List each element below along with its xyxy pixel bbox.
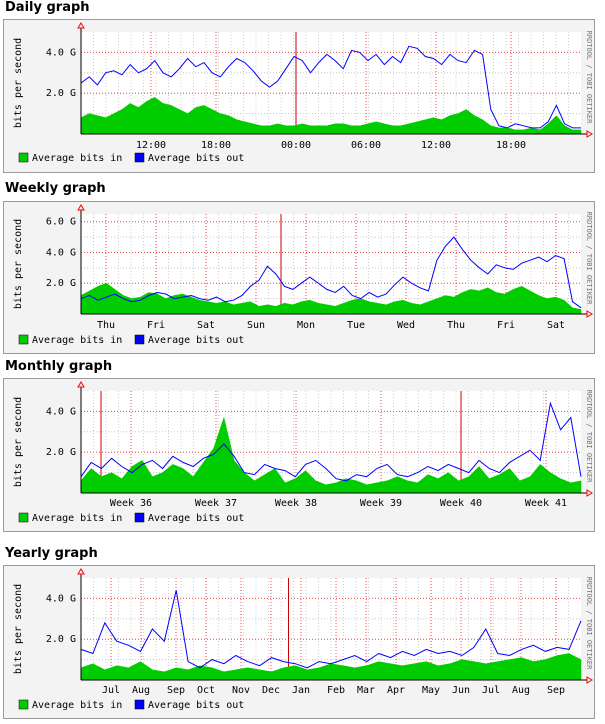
x-tick-label: 12:00 bbox=[421, 140, 451, 151]
x-tick-label: Tue bbox=[347, 320, 365, 331]
x-tick-label: Thu bbox=[97, 320, 115, 331]
legend-label-bits-out: Average bits out bbox=[148, 153, 244, 164]
legend-label-bits-in: Average bits in bbox=[32, 153, 122, 164]
y-axis-arrow bbox=[77, 568, 85, 575]
y-tick-label: 4.0 G bbox=[46, 47, 76, 58]
y-tick-label: 2.0 G bbox=[46, 88, 76, 99]
x-tick-label: Sun bbox=[247, 320, 265, 331]
yearly-graph-title: Yearly graph bbox=[5, 546, 98, 561]
series-bits-out-line bbox=[80, 236, 582, 309]
legend-swatch-bits-in bbox=[18, 152, 29, 163]
rrdtool-watermark: RRDTOOL / TOBI OETIKER bbox=[585, 31, 593, 125]
x-tick-label: Week 38 bbox=[275, 498, 317, 509]
x-tick-label: Week 40 bbox=[440, 498, 482, 509]
y-axis-label: bits per second bbox=[13, 38, 24, 128]
x-tick-label: Jan bbox=[292, 685, 310, 696]
series-bits-out-line bbox=[80, 401, 582, 482]
y-axis-arrow bbox=[77, 381, 85, 388]
y-tick-label: 2.0 G bbox=[46, 634, 76, 645]
y-tick-label: 2.0 G bbox=[46, 447, 76, 458]
x-axis-arrow bbox=[586, 310, 593, 318]
x-tick-label: Jun bbox=[452, 685, 470, 696]
y-tick-label: 4.0 G bbox=[46, 593, 76, 604]
weekly-graph-chart: 2.0 G 4.0 G 6.0 G Thu Fri Sat Sun Mon Tue Wed Thu F… bbox=[13, 204, 593, 346]
x-tick-label: 06:00 bbox=[351, 140, 381, 151]
monthly-graph-chart: 2.0 G 4.0 G Week 36 Week 37 Week 38 Week 39 We… bbox=[13, 381, 593, 524]
rrdtool-watermark: RRDTOOL / TOBI OETIKER bbox=[585, 390, 593, 484]
y-axis-arrow bbox=[77, 204, 85, 211]
x-tick-label: Aug bbox=[512, 685, 530, 696]
legend-swatch-bits-in bbox=[18, 699, 29, 710]
x-tick-label: Sat bbox=[547, 320, 565, 331]
series-bits-in-area bbox=[80, 282, 582, 315]
rrdtool-watermark: RRDTOOL / TOBI OETIKER bbox=[585, 577, 593, 671]
rrdtool-watermark: RRDTOOL / TOBI OETIKER bbox=[585, 212, 593, 306]
x-tick-label: Oct bbox=[197, 685, 215, 696]
x-tick-label: Week 41 bbox=[525, 498, 567, 509]
x-tick-label: Sat bbox=[197, 320, 215, 331]
x-tick-label: Wed bbox=[397, 320, 415, 331]
y-tick-label: 6.0 G bbox=[46, 217, 76, 228]
y-tick-label: 2.0 G bbox=[46, 278, 76, 289]
legend-swatch-bits-out bbox=[134, 152, 145, 163]
y-tick-label: 4.0 G bbox=[46, 406, 76, 417]
y-axis-label: bits per second bbox=[13, 397, 24, 487]
legend-swatch-bits-in bbox=[18, 512, 29, 523]
x-tick-label: May bbox=[422, 685, 440, 696]
x-tick-label: Fri bbox=[497, 320, 515, 331]
x-axis-arrow bbox=[586, 489, 593, 497]
legend-label-bits-in: Average bits in bbox=[32, 700, 122, 711]
series-bits-out-line bbox=[80, 590, 582, 669]
weekly-graph-title: Weekly graph bbox=[5, 181, 106, 196]
x-tick-label: Jul bbox=[102, 685, 120, 696]
x-tick-label: 18:00 bbox=[201, 140, 231, 151]
legend-swatch-bits-out bbox=[134, 699, 145, 710]
x-tick-label: Dec bbox=[262, 685, 280, 696]
legend-label-bits-out: Average bits out bbox=[148, 335, 244, 346]
series-bits-in-area bbox=[80, 97, 582, 135]
x-tick-label: Nov bbox=[232, 685, 250, 696]
x-tick-label: Sep bbox=[547, 685, 565, 696]
monthly-graph-title: Monthly graph bbox=[5, 359, 113, 374]
weekly-graph-panel: 2.0 G 4.0 G 6.0 G Thu Fri Sat Sun Mon Tue Wed Thu F… bbox=[3, 201, 595, 354]
x-tick-label: Week 37 bbox=[195, 498, 237, 509]
yearly-graph-chart: 2.0 G 4.0 G Jul Aug Sep Oct Nov Dec Jan Feb Mar Apr… bbox=[13, 568, 593, 711]
x-tick-label: Fri bbox=[147, 320, 165, 331]
y-tick-label: 4.0 G bbox=[46, 247, 76, 258]
x-tick-label: Apr bbox=[387, 685, 405, 696]
x-tick-label: Week 36 bbox=[110, 498, 152, 509]
series-bits-out-line bbox=[80, 45, 581, 129]
monthly-graph-panel: 2.0 G 4.0 G Week 36 Week 37 Week 38 Week 39 We… bbox=[3, 378, 595, 532]
x-tick-label: Mar bbox=[357, 685, 375, 696]
legend-swatch-bits-out bbox=[134, 512, 145, 523]
legend-label-bits-in: Average bits in bbox=[32, 513, 122, 524]
legend-swatch-bits-in bbox=[18, 334, 29, 345]
x-tick-label: Aug bbox=[132, 685, 150, 696]
x-tick-label: Thu bbox=[447, 320, 465, 331]
series-bits-in-area bbox=[80, 653, 582, 681]
legend-swatch-bits-out bbox=[134, 334, 145, 345]
daily-graph-panel: 2.0 G 4.0 G 12:00 18:00 00:00 06:00 12:00 18:00… bbox=[3, 19, 595, 173]
y-axis-label: bits per second bbox=[13, 584, 24, 674]
x-tick-label: Jul bbox=[482, 685, 500, 696]
x-tick-label: 00:00 bbox=[281, 140, 311, 151]
daily-graph-chart: 2.0 G 4.0 G 12:00 18:00 00:00 06:00 12:00 18:00… bbox=[13, 22, 593, 164]
x-axis-arrow bbox=[586, 130, 593, 138]
x-tick-label: Sep bbox=[167, 685, 185, 696]
y-axis-label: bits per second bbox=[13, 219, 24, 309]
x-tick-label: Week 39 bbox=[360, 498, 402, 509]
yearly-graph-panel: 2.0 G 4.0 G Jul Aug Sep Oct Nov Dec Jan Feb Mar Apr… bbox=[3, 565, 595, 719]
legend-label-bits-out: Average bits out bbox=[148, 700, 244, 711]
y-axis-arrow bbox=[77, 22, 85, 29]
x-tick-label: 18:00 bbox=[496, 140, 526, 151]
legend-label-bits-in: Average bits in bbox=[32, 335, 122, 346]
x-axis-arrow bbox=[586, 676, 593, 684]
series-bits-in-area bbox=[80, 416, 582, 494]
legend-label-bits-out: Average bits out bbox=[148, 513, 244, 524]
x-tick-label: 12:00 bbox=[136, 140, 166, 151]
x-tick-label: Mon bbox=[297, 320, 315, 331]
x-tick-label: Feb bbox=[327, 685, 345, 696]
daily-graph-title: Daily graph bbox=[5, 0, 90, 15]
